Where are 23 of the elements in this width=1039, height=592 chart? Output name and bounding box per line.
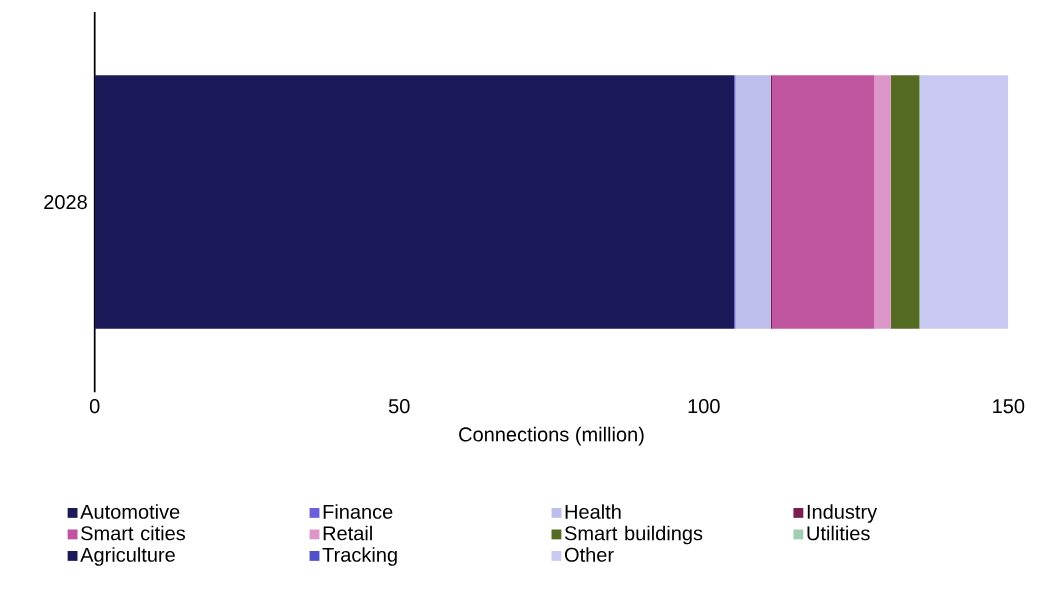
legend-label: Finance xyxy=(323,504,393,519)
bar xyxy=(772,75,875,329)
legend-label: Retail xyxy=(323,525,372,541)
x-tick-label: 50 xyxy=(388,398,410,414)
legend-label: Health xyxy=(565,504,621,519)
legend-label: Industry xyxy=(807,504,878,523)
y-tick-label: 2028 xyxy=(44,194,87,210)
x-tick-label: 150 xyxy=(993,398,1025,414)
legend-label: Smart cities xyxy=(81,525,186,541)
legend-label: Smart buildings xyxy=(564,525,703,545)
legend-label: Agriculture xyxy=(80,547,175,566)
x-tick-label: 0 xyxy=(89,398,100,414)
legend-label: Automotive xyxy=(80,504,180,519)
legend-label: Utilities xyxy=(807,525,870,541)
x-axis-title: Connections (million) xyxy=(459,426,644,446)
bar xyxy=(94,75,735,329)
bar xyxy=(920,75,1009,329)
legend-label: Tracking xyxy=(322,547,397,566)
bar xyxy=(735,75,771,329)
x-tick-label: 100 xyxy=(688,398,720,414)
legend-label: Other xyxy=(564,547,614,562)
bar xyxy=(874,75,891,329)
bar xyxy=(890,75,920,329)
